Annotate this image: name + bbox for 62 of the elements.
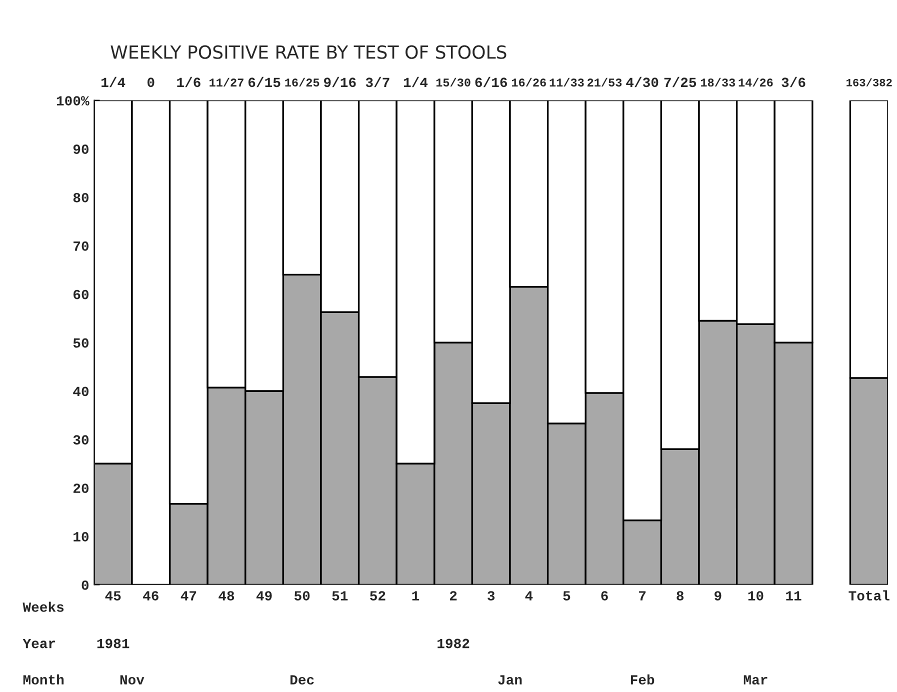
x-tick-label: 10	[748, 591, 764, 600]
text: Year	[22, 638, 56, 648]
text: Month	[23, 674, 64, 685]
y-tick-label: 90	[73, 144, 89, 154]
text: 11/33	[550, 78, 584, 87]
text: 0	[148, 78, 154, 88]
text: Nov	[120, 675, 144, 685]
text: 16/25	[285, 78, 320, 87]
y-tick-label: 40	[73, 386, 89, 396]
x-tick-label: Total	[848, 590, 890, 600]
x-tick-label: 9	[714, 591, 722, 600]
text: 18/33	[701, 78, 736, 87]
x-tick-label: 1	[412, 591, 420, 600]
y-tick-label: 0	[82, 580, 89, 590]
x-tick-label: 3	[488, 591, 495, 601]
x-tick-label: 51	[332, 591, 348, 600]
text: 14/26	[738, 78, 773, 87]
text: 163/382	[846, 78, 892, 86]
y-tick-label: 20	[73, 484, 89, 494]
chart-title: WEEKLY POSITIVE RATE BY TEST OF STOOLS	[110, 45, 506, 59]
x-tick-label: 5	[563, 591, 570, 600]
text: Dec	[290, 675, 314, 685]
text: 6/15	[248, 76, 280, 88]
text: 1/4	[404, 76, 428, 88]
text: 3/6	[782, 76, 806, 88]
text: 1982	[438, 638, 470, 648]
y-tick-label: 100%	[56, 96, 90, 106]
x-tick-label: 47	[180, 591, 196, 600]
y-tick-label: 60	[74, 290, 89, 300]
y-tick-label: 30	[73, 435, 89, 445]
text: 6/16	[475, 76, 507, 88]
text: 1981	[97, 638, 130, 648]
x-tick-label: 45	[105, 591, 121, 600]
x-tick-label: 6	[601, 591, 608, 600]
text: 1/4	[102, 76, 126, 88]
text: 16/26	[512, 78, 546, 87]
text: 1/6	[177, 76, 200, 88]
text: 3/7	[366, 76, 390, 88]
text: 15/30	[436, 78, 470, 87]
y-tick-label: 10	[74, 532, 89, 542]
x-tick-label: 46	[143, 591, 158, 600]
text: Mar	[744, 675, 768, 685]
text: 9/16	[324, 76, 356, 88]
x-axis-title: Weeks	[22, 602, 64, 612]
x-tick-label: 7	[639, 591, 646, 600]
text: Jan	[498, 675, 522, 685]
x-tick-label: 52	[370, 591, 386, 600]
x-tick-label: 4	[525, 591, 533, 600]
x-tick-label: 49	[256, 591, 272, 600]
x-tick-label: 11	[786, 591, 802, 600]
x-tick-label: 48	[218, 591, 234, 600]
text: 4/30	[626, 76, 658, 88]
text: 21/53	[588, 78, 622, 87]
x-tick-label: 8	[676, 591, 684, 600]
text: 11/27	[210, 78, 244, 87]
y-tick-label: 50	[73, 338, 89, 348]
y-tick-label: 70	[74, 241, 89, 251]
y-tick-label: 80	[73, 192, 89, 202]
text: 7/25	[664, 76, 696, 88]
x-tick-label: 50	[294, 591, 310, 600]
x-tick-label: 2	[450, 591, 457, 600]
text: Feb	[630, 674, 654, 685]
